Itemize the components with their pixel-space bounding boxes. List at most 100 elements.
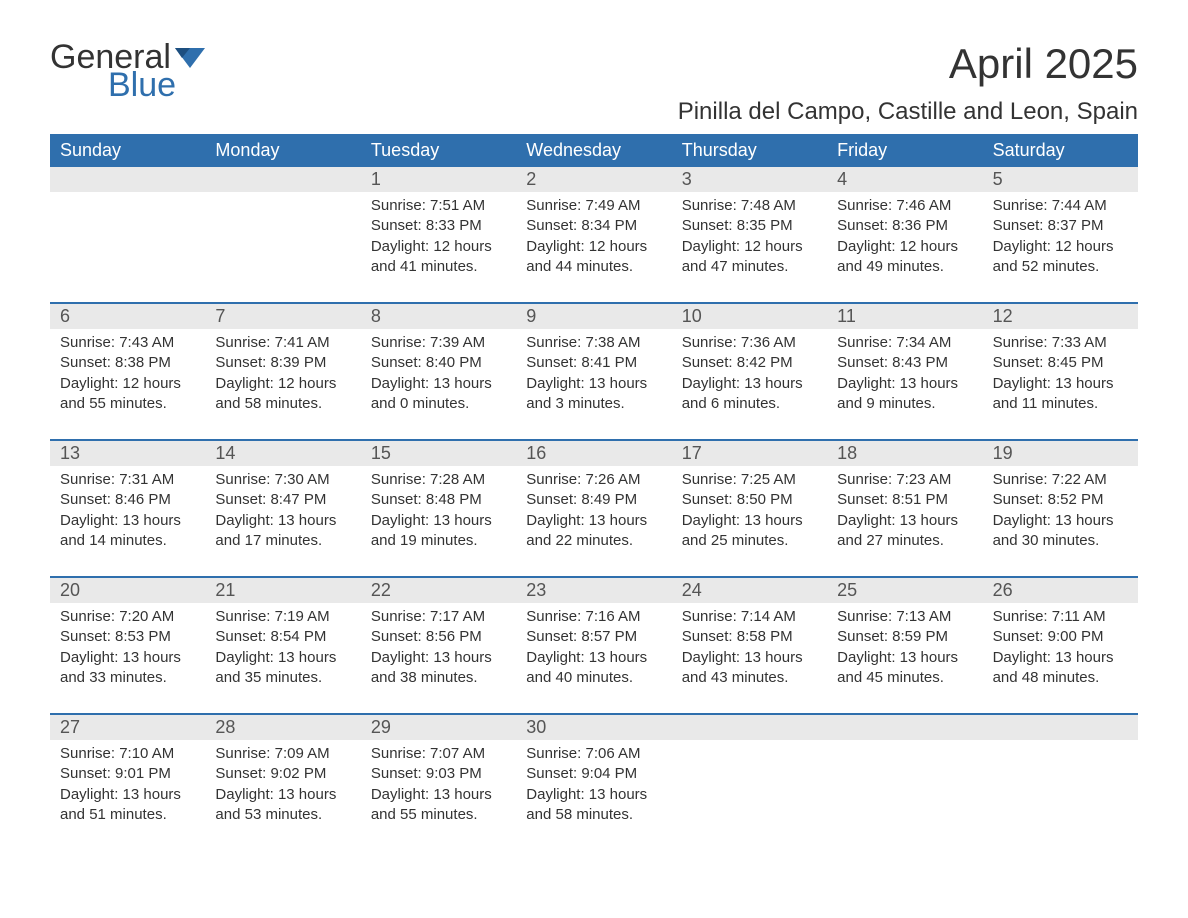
daylight-line2: and 30 minutes.: [993, 531, 1128, 551]
sunrise-text: Sunrise: 7:28 AM: [371, 470, 506, 490]
day-number: 10: [672, 304, 827, 329]
day-cell: Sunrise: 7:44 AMSunset: 8:37 PMDaylight:…: [983, 192, 1138, 302]
sunrise-text: Sunrise: 7:30 AM: [215, 470, 350, 490]
daylight-line2: and 47 minutes.: [682, 257, 817, 277]
sunset-text: Sunset: 8:54 PM: [215, 627, 350, 647]
day-cell: Sunrise: 7:26 AMSunset: 8:49 PMDaylight:…: [516, 466, 671, 576]
daylight-line2: and 52 minutes.: [993, 257, 1128, 277]
day-number: 14: [205, 441, 360, 466]
month-title: April 2025: [678, 40, 1138, 88]
daylight-line1: Daylight: 13 hours: [371, 511, 506, 531]
daylight-line2: and 44 minutes.: [526, 257, 661, 277]
daylight-line1: Daylight: 12 hours: [526, 237, 661, 257]
day-number: 8: [361, 304, 516, 329]
daylight-line2: and 51 minutes.: [60, 805, 195, 825]
sunset-text: Sunset: 9:04 PM: [526, 764, 661, 784]
daylight-line1: Daylight: 13 hours: [526, 374, 661, 394]
day-number: 2: [516, 167, 671, 192]
day-cell: Sunrise: 7:46 AMSunset: 8:36 PMDaylight:…: [827, 192, 982, 302]
day-cell: Sunrise: 7:48 AMSunset: 8:35 PMDaylight:…: [672, 192, 827, 302]
sunset-text: Sunset: 8:48 PM: [371, 490, 506, 510]
sunrise-text: Sunrise: 7:49 AM: [526, 196, 661, 216]
sunset-text: Sunset: 8:52 PM: [993, 490, 1128, 510]
day-number: 26: [983, 578, 1138, 603]
day-cell: Sunrise: 7:39 AMSunset: 8:40 PMDaylight:…: [361, 329, 516, 439]
day-cell: Sunrise: 7:22 AMSunset: 8:52 PMDaylight:…: [983, 466, 1138, 576]
sunset-text: Sunset: 8:38 PM: [60, 353, 195, 373]
day-cell: Sunrise: 7:16 AMSunset: 8:57 PMDaylight:…: [516, 603, 671, 713]
daylight-line2: and 33 minutes.: [60, 668, 195, 688]
daylight-line2: and 43 minutes.: [682, 668, 817, 688]
day-number: 23: [516, 578, 671, 603]
daylight-line2: and 6 minutes.: [682, 394, 817, 414]
daylight-line1: Daylight: 13 hours: [837, 648, 972, 668]
sunrise-text: Sunrise: 7:16 AM: [526, 607, 661, 627]
sunset-text: Sunset: 8:33 PM: [371, 216, 506, 236]
page-header: General Blue April 2025 Pinilla del Camp…: [50, 40, 1138, 126]
weekday-label: Thursday: [672, 134, 827, 167]
day-number: 17: [672, 441, 827, 466]
daylight-line1: Daylight: 13 hours: [371, 374, 506, 394]
weekday-header: Sunday Monday Tuesday Wednesday Thursday…: [50, 134, 1138, 167]
day-number: 3: [672, 167, 827, 192]
daylight-line2: and 38 minutes.: [371, 668, 506, 688]
day-cell: Sunrise: 7:49 AMSunset: 8:34 PMDaylight:…: [516, 192, 671, 302]
day-cell: [672, 740, 827, 850]
day-number: [672, 715, 827, 740]
day-number: 21: [205, 578, 360, 603]
calendar-week: 27282930Sunrise: 7:10 AMSunset: 9:01 PMD…: [50, 713, 1138, 850]
calendar-week: 20212223242526Sunrise: 7:20 AMSunset: 8:…: [50, 576, 1138, 713]
calendar-week: 12345Sunrise: 7:51 AMSunset: 8:33 PMDayl…: [50, 167, 1138, 302]
day-number: 30: [516, 715, 671, 740]
daylight-line1: Daylight: 12 hours: [682, 237, 817, 257]
sunrise-text: Sunrise: 7:20 AM: [60, 607, 195, 627]
sunrise-text: Sunrise: 7:11 AM: [993, 607, 1128, 627]
sunset-text: Sunset: 8:47 PM: [215, 490, 350, 510]
sunrise-text: Sunrise: 7:10 AM: [60, 744, 195, 764]
daylight-line1: Daylight: 12 hours: [371, 237, 506, 257]
sunset-text: Sunset: 8:36 PM: [837, 216, 972, 236]
day-number: 12: [983, 304, 1138, 329]
day-cell: Sunrise: 7:30 AMSunset: 8:47 PMDaylight:…: [205, 466, 360, 576]
daylight-line1: Daylight: 13 hours: [993, 374, 1128, 394]
daylight-line1: Daylight: 13 hours: [526, 511, 661, 531]
day-number: 11: [827, 304, 982, 329]
daylight-line1: Daylight: 13 hours: [371, 648, 506, 668]
day-cell: Sunrise: 7:07 AMSunset: 9:03 PMDaylight:…: [361, 740, 516, 850]
day-number: 18: [827, 441, 982, 466]
daylight-line1: Daylight: 13 hours: [837, 374, 972, 394]
sunset-text: Sunset: 8:49 PM: [526, 490, 661, 510]
day-number: 29: [361, 715, 516, 740]
sunset-text: Sunset: 8:41 PM: [526, 353, 661, 373]
sunset-text: Sunset: 8:50 PM: [682, 490, 817, 510]
day-cell: Sunrise: 7:25 AMSunset: 8:50 PMDaylight:…: [672, 466, 827, 576]
daylight-line2: and 58 minutes.: [526, 805, 661, 825]
daylight-line2: and 48 minutes.: [993, 668, 1128, 688]
day-number: 22: [361, 578, 516, 603]
sunrise-text: Sunrise: 7:14 AM: [682, 607, 817, 627]
day-cell: Sunrise: 7:38 AMSunset: 8:41 PMDaylight:…: [516, 329, 671, 439]
daylight-line1: Daylight: 13 hours: [993, 648, 1128, 668]
calendar-week: 13141516171819Sunrise: 7:31 AMSunset: 8:…: [50, 439, 1138, 576]
day-cell: Sunrise: 7:28 AMSunset: 8:48 PMDaylight:…: [361, 466, 516, 576]
day-number: [983, 715, 1138, 740]
calendar-week: 6789101112Sunrise: 7:43 AMSunset: 8:38 P…: [50, 302, 1138, 439]
daylight-line2: and 11 minutes.: [993, 394, 1128, 414]
day-number: 27: [50, 715, 205, 740]
day-number: 6: [50, 304, 205, 329]
day-cell: Sunrise: 7:20 AMSunset: 8:53 PMDaylight:…: [50, 603, 205, 713]
sunset-text: Sunset: 8:37 PM: [993, 216, 1128, 236]
sunrise-text: Sunrise: 7:31 AM: [60, 470, 195, 490]
daylight-line2: and 41 minutes.: [371, 257, 506, 277]
daynum-row: 12345: [50, 167, 1138, 192]
daylight-line1: Daylight: 13 hours: [526, 785, 661, 805]
day-cell: Sunrise: 7:34 AMSunset: 8:43 PMDaylight:…: [827, 329, 982, 439]
daylight-line2: and 25 minutes.: [682, 531, 817, 551]
day-number: 15: [361, 441, 516, 466]
sunset-text: Sunset: 9:02 PM: [215, 764, 350, 784]
sunset-text: Sunset: 8:58 PM: [682, 627, 817, 647]
sunrise-text: Sunrise: 7:25 AM: [682, 470, 817, 490]
day-cell: Sunrise: 7:19 AMSunset: 8:54 PMDaylight:…: [205, 603, 360, 713]
daylight-line1: Daylight: 13 hours: [682, 648, 817, 668]
sunset-text: Sunset: 8:57 PM: [526, 627, 661, 647]
